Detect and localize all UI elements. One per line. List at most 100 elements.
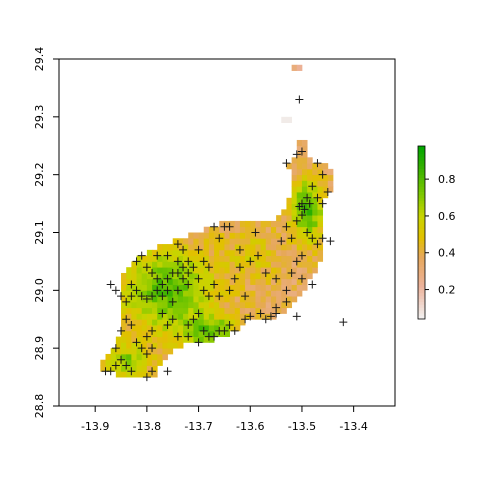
raster-cell <box>235 221 241 227</box>
raster-cell <box>168 342 174 348</box>
raster-cell <box>261 238 267 244</box>
raster-cell <box>188 296 194 302</box>
raster-cell <box>317 209 323 215</box>
raster-cell <box>199 313 205 319</box>
raster-cell <box>292 279 298 285</box>
colorbar-swatch <box>418 227 425 230</box>
raster-cell <box>142 313 148 319</box>
raster-cell <box>292 65 298 71</box>
raster-cell <box>152 348 158 354</box>
raster-cell <box>255 233 261 239</box>
raster-cell <box>307 192 313 198</box>
raster-cell <box>137 319 143 325</box>
raster-cell <box>292 198 298 204</box>
raster-cell <box>142 285 148 291</box>
raster-cell <box>162 337 168 343</box>
raster-cell <box>193 285 199 291</box>
raster-cell <box>230 238 236 244</box>
raster-cell <box>281 261 287 267</box>
raster-cell <box>302 157 308 163</box>
colorbar-swatch <box>418 163 425 166</box>
raster-cell <box>131 331 137 337</box>
raster-cell <box>126 354 132 360</box>
raster-cell <box>261 221 267 227</box>
raster-cell <box>199 296 205 302</box>
raster-cell <box>214 261 220 267</box>
raster-cell <box>250 244 256 250</box>
raster-cell <box>173 342 179 348</box>
raster-cell <box>188 250 194 256</box>
raster-cell <box>157 348 163 354</box>
raster-cell <box>131 267 137 273</box>
raster-cell <box>152 342 158 348</box>
raster-cell <box>116 371 122 377</box>
raster-cell <box>240 267 246 273</box>
raster-cell <box>178 308 184 314</box>
raster-cell <box>131 302 137 308</box>
raster-cell <box>230 221 236 227</box>
raster-cell <box>173 302 179 308</box>
colorbar-swatch <box>418 253 425 256</box>
raster-cell <box>250 267 256 273</box>
raster-cell <box>219 308 225 314</box>
colorbar-swatch <box>418 189 425 192</box>
colorbar-swatch <box>418 258 425 261</box>
raster-cell <box>142 319 148 325</box>
colorbar-swatch <box>418 233 425 236</box>
raster-cell <box>142 366 148 372</box>
raster-cell <box>162 296 168 302</box>
raster-cell <box>323 180 329 186</box>
raster-cell <box>131 296 137 302</box>
raster-cell <box>178 238 184 244</box>
raster-cell <box>230 285 236 291</box>
raster-cell <box>209 261 215 267</box>
raster-cell <box>297 285 303 291</box>
raster-cell <box>152 360 158 366</box>
raster-cell <box>276 290 282 296</box>
raster-cell <box>209 308 215 314</box>
raster-cell <box>209 313 215 319</box>
x-tick-label: -13.9 <box>81 420 109 433</box>
raster-cell <box>188 233 194 239</box>
raster-cell <box>168 348 174 354</box>
raster-cell <box>286 261 292 267</box>
raster-cell <box>328 180 334 186</box>
raster-cell <box>235 256 241 262</box>
raster-cell <box>240 238 246 244</box>
raster-cell <box>235 308 241 314</box>
raster-cell <box>317 244 323 250</box>
raster-cell <box>230 250 236 256</box>
raster-cell <box>240 279 246 285</box>
raster-cell <box>250 296 256 302</box>
raster-cell <box>204 279 210 285</box>
raster-cell <box>302 186 308 192</box>
x-tick-label: -13.4 <box>339 420 367 433</box>
raster-cell <box>281 244 287 250</box>
raster-cell <box>266 302 272 308</box>
raster-cell <box>183 308 189 314</box>
raster-cell <box>250 256 256 262</box>
raster-cell <box>281 273 287 279</box>
raster-cell <box>255 302 261 308</box>
y-tick-label: 29.3 <box>33 105 46 130</box>
raster-cell <box>168 279 174 285</box>
raster-cell <box>121 337 127 343</box>
raster-cell <box>297 175 303 181</box>
raster-cell <box>214 313 220 319</box>
raster-cell <box>240 227 246 233</box>
raster-cell <box>261 302 267 308</box>
colorbar-swatch <box>418 183 425 186</box>
raster-cell <box>183 290 189 296</box>
raster-cell <box>188 279 194 285</box>
raster-cell <box>245 290 251 296</box>
raster-cell <box>281 267 287 273</box>
raster-cell <box>137 302 143 308</box>
raster-cell <box>235 319 241 325</box>
raster-cell <box>240 261 246 267</box>
raster-cell <box>307 157 313 163</box>
colorbar-swatch <box>418 284 425 287</box>
colorbar-swatch <box>418 186 425 189</box>
raster-cell <box>297 140 303 146</box>
raster-cell <box>307 273 313 279</box>
raster-cell <box>297 221 303 227</box>
